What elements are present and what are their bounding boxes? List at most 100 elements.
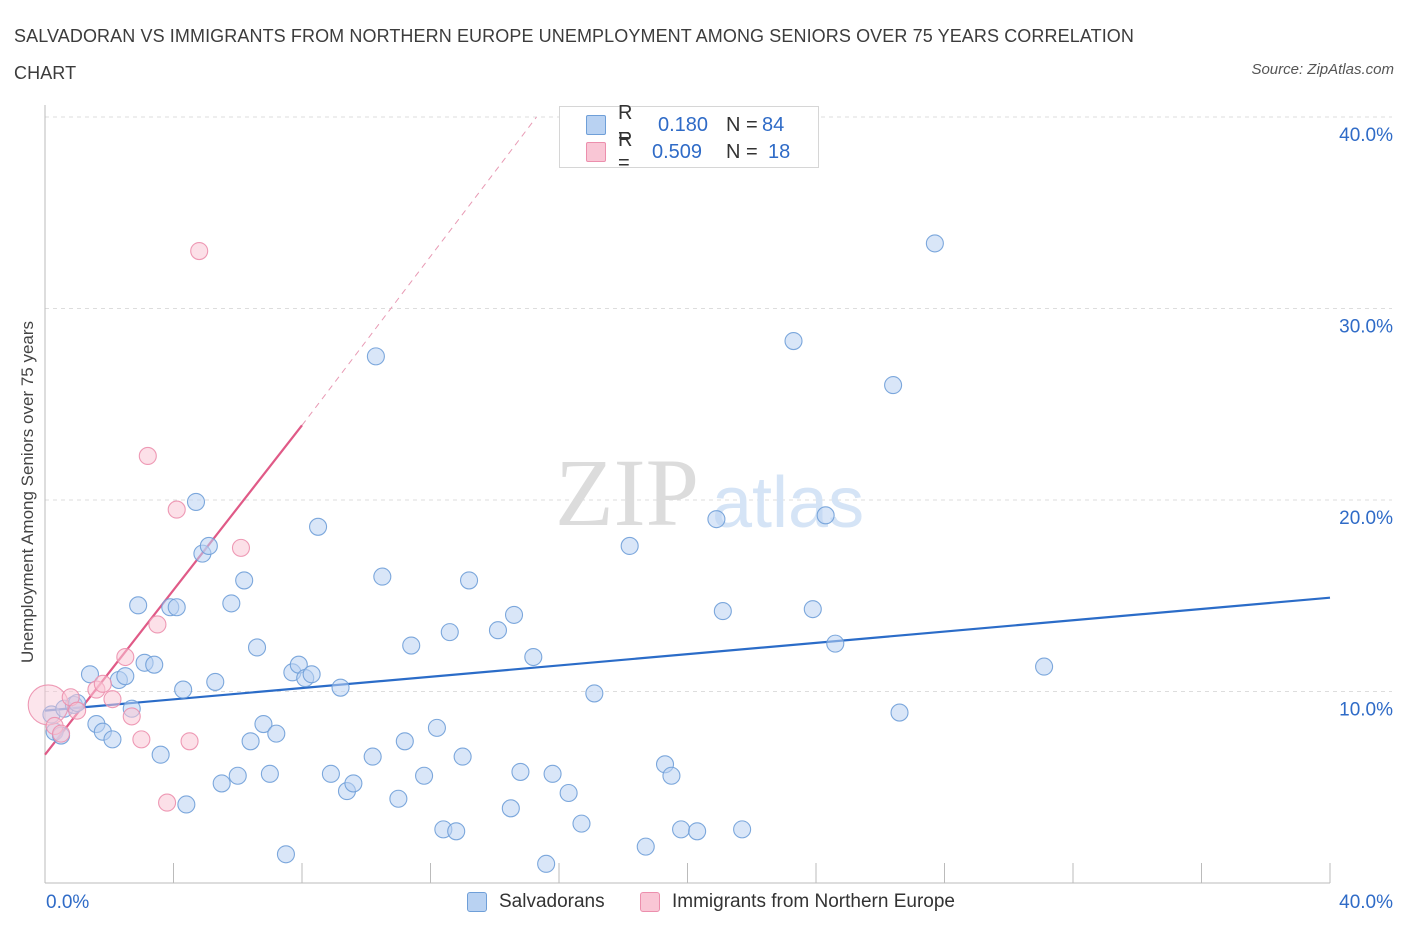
source-label: Source: ZipAtlas.com (1251, 61, 1394, 78)
data-point (93, 674, 112, 693)
data-point (231, 538, 251, 557)
data-point (884, 376, 903, 395)
data-point (122, 707, 141, 726)
data-point (447, 822, 466, 841)
y-tick-label-3: 40.0% (1339, 125, 1393, 146)
data-point (585, 684, 604, 703)
data-point (402, 636, 421, 655)
data-point (276, 845, 295, 864)
data-point (524, 647, 543, 667)
data-point (222, 594, 241, 613)
data-point (186, 492, 206, 511)
trend-lines (44, 116, 1331, 756)
data-point (784, 332, 803, 351)
data-point (132, 730, 151, 749)
data-point (890, 703, 909, 722)
data-point (199, 536, 218, 556)
data-point (415, 766, 434, 785)
bottom-legend-label-salvadorans: Salvadorans (499, 891, 605, 912)
data-point (395, 732, 414, 751)
data-point (331, 678, 350, 697)
data-point (180, 732, 199, 751)
data-point (373, 567, 392, 586)
legend-swatch-blue (586, 115, 606, 135)
data-point (572, 814, 591, 833)
data-point (707, 510, 726, 529)
y-tick-label-2: 30.0% (1339, 317, 1393, 338)
x-tick-label-min: 0.0% (46, 892, 89, 913)
data-point (511, 762, 530, 781)
data-point (80, 665, 100, 684)
data-point (167, 598, 186, 617)
legend-n-label: N = (726, 140, 758, 163)
chart-title: SALVADORAN VS IMMIGRANTS FROM NORTHERN E… (14, 26, 1134, 83)
data-point (145, 655, 164, 674)
data-point (688, 822, 707, 841)
legend-row-salvadorans: R = 0.180 N = 84 (586, 102, 785, 147)
data-point (103, 690, 122, 709)
legend-row-northern-europe: R = 0.509 N = 18 (586, 129, 791, 174)
data-point (504, 605, 524, 624)
data-point (1035, 657, 1054, 676)
data-point (190, 242, 209, 261)
legend-r-label: R = (618, 129, 633, 174)
data-point (501, 799, 520, 818)
data-point (174, 680, 193, 699)
data-point (366, 347, 385, 366)
data-point (537, 854, 556, 873)
legend-n-value: 84 (762, 113, 785, 136)
data-point (206, 672, 225, 691)
data-point (27, 684, 69, 726)
watermark-zip: ZIP (555, 439, 699, 546)
y-axis-label: Unemployment Among Seniors over 75 years (18, 321, 37, 663)
data-point (68, 701, 87, 720)
data-point (672, 820, 691, 839)
data-point (925, 234, 944, 253)
y-tick-label-0: 10.0% (1339, 700, 1393, 721)
data-point (363, 747, 382, 766)
bottom-legend-swatch-blue (467, 892, 487, 912)
x-tick-label-max: 40.0% (1339, 892, 1393, 913)
data-point (138, 446, 157, 466)
data-point (309, 517, 328, 536)
data-point (302, 665, 321, 684)
watermark-atlas: atlas (712, 463, 864, 543)
data-point (453, 747, 472, 766)
x-tick-labels: 0.0% 40.0% (46, 892, 1393, 913)
data-point (103, 730, 122, 749)
data-point (321, 764, 340, 783)
legend-n-value: 18 (768, 140, 791, 163)
trend-line-extension (301, 116, 537, 426)
data-point (212, 774, 231, 793)
data-point (254, 715, 273, 734)
data-point (459, 571, 479, 590)
data-point (177, 795, 196, 814)
bottom-legend-salvadorans: Salvadorans (467, 890, 605, 914)
data-point (620, 536, 639, 556)
data-point (713, 602, 732, 621)
data-point (148, 615, 167, 634)
data-point (241, 732, 260, 751)
data-point (427, 718, 446, 737)
data-point (826, 634, 845, 653)
bottom-legend-swatch-pink (640, 892, 660, 912)
data-point (228, 766, 247, 785)
data-point (116, 667, 135, 686)
legend-r-label: R = (618, 102, 633, 147)
data-point (235, 571, 254, 590)
y-tick-labels: 10.0% 20.0% 30.0% 40.0% (1339, 125, 1393, 721)
data-point (129, 596, 148, 615)
stats-legend: R = 0.180 N = 84 R = 0.509 N = 18 (559, 102, 819, 174)
points-northern-europe (27, 242, 251, 812)
legend-r-value: 0.180 (658, 113, 709, 136)
trend-line-northern-europe (44, 424, 303, 756)
data-point (662, 766, 681, 785)
trend-line-salvadorans (44, 596, 1331, 712)
data-point (247, 638, 267, 657)
legend-swatch-pink (586, 142, 606, 162)
data-point (389, 789, 408, 808)
data-point (733, 820, 752, 839)
legend-r-value: 0.509 (652, 140, 703, 163)
data-point (52, 724, 71, 743)
